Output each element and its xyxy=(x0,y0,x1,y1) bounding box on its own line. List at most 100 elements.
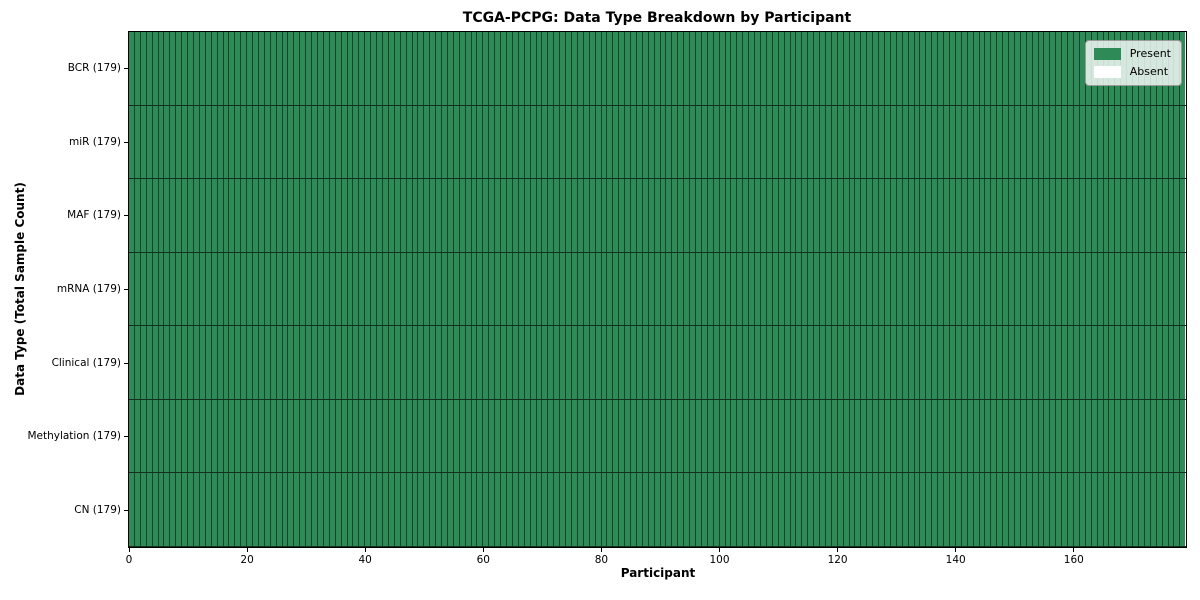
heatmap-cell xyxy=(453,32,460,105)
heatmap-cell xyxy=(737,473,744,547)
heatmap-cell xyxy=(642,473,649,547)
heatmap-cell xyxy=(217,399,224,473)
heatmap-cell xyxy=(406,399,413,473)
heatmap-cell xyxy=(607,252,614,326)
heatmap-cell xyxy=(1014,399,1021,473)
heatmap-cell xyxy=(193,252,200,326)
heatmap-cell xyxy=(536,179,543,252)
heatmap-cell xyxy=(896,326,903,399)
heatmap-cell xyxy=(1020,179,1027,252)
heatmap-cell xyxy=(772,32,779,105)
x-tick-mark xyxy=(364,548,366,552)
heatmap-cell xyxy=(737,179,744,252)
heatmap-cell xyxy=(595,105,602,179)
heatmap-cell xyxy=(955,252,962,326)
heatmap-cell xyxy=(442,105,448,179)
heatmap-cell xyxy=(1020,252,1027,326)
heatmap-cell xyxy=(1097,179,1104,252)
heatmap-cell xyxy=(849,252,856,326)
heatmap-cell xyxy=(867,252,874,326)
heatmap-cell xyxy=(223,399,230,473)
heatmap-cell xyxy=(760,252,767,326)
heatmap-cell xyxy=(613,32,620,105)
heatmap-cell xyxy=(424,473,431,547)
heatmap-cell xyxy=(347,326,354,399)
heatmap-cell xyxy=(560,473,567,547)
heatmap-cell xyxy=(447,326,454,399)
heatmap-cell xyxy=(241,326,248,399)
heatmap-cell xyxy=(713,326,720,399)
heatmap-cell xyxy=(1074,32,1080,105)
heatmap-cell xyxy=(967,473,974,547)
heatmap-cell xyxy=(684,399,691,473)
heatmap-cell xyxy=(554,326,561,399)
heatmap-cell xyxy=(849,399,856,473)
heatmap-cell xyxy=(353,105,360,179)
heatmap-cell xyxy=(1091,399,1098,473)
heatmap-cell xyxy=(217,179,224,252)
y-tick-label: BCR (179) xyxy=(67,62,121,75)
heatmap-cell xyxy=(749,32,756,105)
heatmap-cell xyxy=(253,105,259,179)
heatmap-cell xyxy=(205,179,212,252)
heatmap-cell xyxy=(353,399,360,473)
heatmap-cell xyxy=(985,179,992,252)
heatmap-cell xyxy=(973,326,980,399)
heatmap-cell xyxy=(997,105,1004,179)
heatmap-cell xyxy=(631,326,637,399)
heatmap-cell xyxy=(1009,105,1015,179)
heatmap-cell xyxy=(1156,473,1163,547)
heatmap-cell xyxy=(152,326,159,399)
heatmap-cell xyxy=(997,326,1004,399)
heatmap-cell xyxy=(926,179,933,252)
heatmap-cell xyxy=(660,105,667,179)
heatmap-cell xyxy=(388,105,395,179)
heatmap-cell xyxy=(542,399,549,473)
heatmap-cell xyxy=(253,326,259,399)
heatmap-cell xyxy=(294,32,301,105)
heatmap-cell xyxy=(1180,399,1186,473)
heatmap-cell xyxy=(1174,252,1181,326)
heatmap-cell xyxy=(979,105,986,179)
heatmap-cell xyxy=(820,32,826,105)
heatmap-cell xyxy=(648,105,655,179)
heatmap-cell xyxy=(1062,326,1069,399)
heatmap-cell xyxy=(707,399,714,473)
x-tick-label: 160 xyxy=(1063,554,1084,566)
heatmap-cell xyxy=(483,252,490,326)
heatmap-cell xyxy=(430,252,437,326)
heatmap-cell xyxy=(814,252,821,326)
heatmap-cell xyxy=(1056,252,1063,326)
heatmap-cell xyxy=(796,105,803,179)
heatmap-cell xyxy=(696,252,702,326)
heatmap-cell xyxy=(335,179,342,252)
heatmap-cell xyxy=(1020,399,1027,473)
heatmap-cell xyxy=(997,179,1004,252)
heatmap-cell xyxy=(1103,399,1110,473)
heatmap-cell xyxy=(235,252,242,326)
heatmap-cell xyxy=(518,105,525,179)
y-tick-mark xyxy=(124,68,128,70)
heatmap-cell xyxy=(146,179,153,252)
heatmap-cell xyxy=(1026,473,1033,547)
heatmap-cell xyxy=(636,252,643,326)
heatmap-cell xyxy=(1150,326,1157,399)
heatmap-cell xyxy=(577,32,584,105)
heatmap-cell xyxy=(1138,399,1145,473)
heatmap-cell xyxy=(1056,473,1063,547)
heatmap-cell xyxy=(182,252,189,326)
heatmap-cell xyxy=(453,399,460,473)
heatmap-cell xyxy=(701,473,708,547)
heatmap-cell xyxy=(985,32,992,105)
heatmap-cell xyxy=(1180,473,1186,547)
heatmap-cell xyxy=(932,32,939,105)
heatmap-cell xyxy=(400,473,407,547)
heatmap-cell xyxy=(382,473,389,547)
heatmap-cell xyxy=(707,252,714,326)
heatmap-cell xyxy=(967,105,974,179)
heatmap-cell xyxy=(873,252,880,326)
heatmap-cell xyxy=(359,179,366,252)
heatmap-cell xyxy=(483,473,490,547)
heatmap-cell xyxy=(536,105,543,179)
heatmap-cell xyxy=(566,326,572,399)
